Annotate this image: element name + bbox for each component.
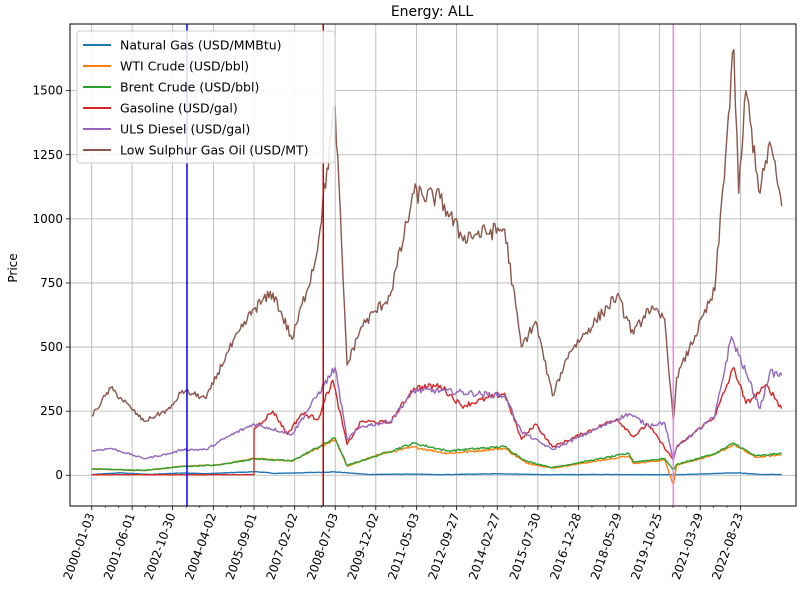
legend-entry: Gasoline (USD/gal)	[120, 101, 238, 116]
x-tick-label: 2008-07-03	[304, 511, 341, 581]
y-tick-label: 1000	[32, 212, 63, 226]
legend-entry: Brent Crude (USD/bbl)	[120, 80, 259, 95]
legend-entry: WTI Crude (USD/bbl)	[120, 59, 249, 74]
x-tick-label: 2002-10-30	[141, 511, 178, 581]
series-line-4	[91, 336, 783, 461]
x-tick-label: 2019-10-25	[628, 511, 665, 581]
chart-title: Energy: ALL	[391, 4, 474, 20]
series-line-3	[91, 366, 783, 476]
x-tick-label: 2012-09-27	[425, 511, 462, 581]
x-tick-label: 2022-08-23	[709, 511, 746, 581]
legend-entry: Low Sulphur Gas Oil (USD/MT)	[120, 143, 309, 158]
series-lines	[91, 48, 783, 486]
x-tick-label: 2007-02-02	[263, 511, 300, 581]
x-tick-label: 2014-02-27	[466, 511, 503, 581]
x-tick-label: 2009-12-02	[345, 511, 382, 581]
y-tick-label: 500	[40, 340, 63, 354]
x-tick-label: 2000-01-03	[61, 511, 98, 581]
plot-frame	[69, 23, 797, 507]
x-tick-label: 2001-06-01	[101, 511, 138, 581]
series-line-5	[91, 48, 783, 423]
x-tick-label: 2004-04-02	[182, 511, 219, 581]
y-tick-label: 0	[55, 468, 63, 482]
x-tick-label: 2021-03-29	[669, 511, 706, 581]
y-tick-label: 1250	[32, 148, 63, 162]
series-line-2	[91, 437, 782, 472]
x-tick-label: 2018-05-29	[588, 511, 625, 581]
y-tick-label: 250	[40, 404, 63, 418]
legend-entry: Natural Gas (USD/MMBtu)	[120, 38, 282, 53]
y-tick-label: 750	[40, 276, 63, 290]
legend: Natural Gas (USD/MMBtu) WTI Crude (USD/bb…	[76, 30, 336, 164]
x-tick-label: 2005-09-01	[223, 511, 260, 581]
y-tick-label: 1500	[32, 84, 63, 98]
y-axis-label: Price	[6, 253, 20, 282]
legend-entry: ULS Diesel (USD/gal)	[120, 122, 250, 137]
x-tick-label: 2015-07-30	[507, 511, 544, 581]
legend-box	[76, 30, 336, 164]
series-line-0	[91, 470, 782, 476]
x-tick-label: 2016-12-28	[547, 511, 584, 581]
x-tick-label: 2011-05-03	[385, 511, 422, 581]
